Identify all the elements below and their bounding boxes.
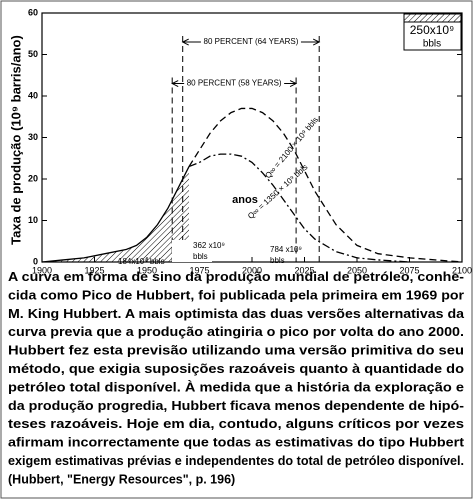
y-tick-label: 60: [28, 7, 38, 17]
caption-line: M. King Hubbert. A mais optimista das du…: [8, 307, 465, 321]
y-tick-label: 10: [28, 215, 38, 225]
caption-line: exigem estimativas prévias e independent…: [8, 454, 464, 468]
x-tick-label: 1975: [189, 265, 209, 275]
x-tick-label: 2000: [242, 265, 262, 275]
caption-line: (Hubbert, "Energy Resources", p. 196): [8, 472, 235, 486]
x-axis-label: anos: [232, 194, 258, 206]
caption-line: petróleo total disponível. À medida que …: [8, 379, 464, 394]
y-axis-label: Taxa de produção (10⁹ barris/ano): [8, 35, 23, 245]
y-tick-label: 0: [33, 256, 38, 266]
span-label-bg: [200, 36, 301, 49]
series-line: [41, 166, 190, 263]
x-tick-label: 1925: [84, 265, 104, 275]
x-tick-label: 2050: [347, 265, 367, 275]
annotation: 362 x10⁹: [193, 241, 225, 250]
span-label: 80 PERCENT (64 YEARS): [204, 37, 299, 46]
caption-line: A curva em forma de sino da produção mun…: [8, 270, 464, 284]
scale-box-label: bbls: [423, 39, 441, 50]
caption-line: Hubbert fez esta previsão utilizando uma…: [8, 344, 464, 358]
annotation: 184x10⁹ bbls: [118, 257, 165, 266]
scale-box-label: 250x10⁹: [410, 23, 455, 37]
caption-line: curva previa que a produção atingiria o …: [8, 325, 464, 339]
series-line: [188, 153, 410, 263]
annotation: 784 x10⁹: [270, 245, 302, 254]
y-tick-label: 40: [28, 90, 38, 100]
x-tick-label: 1950: [137, 265, 157, 275]
annotation: bbls: [270, 256, 285, 265]
caption-line: teses razoáveis. Hoje em dia, contudo, a…: [8, 417, 464, 431]
x-tick-label: 2075: [399, 265, 419, 275]
y-tick-label: 30: [28, 132, 38, 142]
span-label-bg: [184, 77, 285, 90]
caption-line: método, que exigia suposições razoáveis …: [8, 362, 464, 376]
hatched-area: [42, 166, 189, 262]
x-tick-label: 2100: [452, 265, 472, 275]
x-tick-label: 1900: [32, 265, 52, 275]
caption-line: afirmam incorrectamente que todas as est…: [8, 436, 465, 450]
scale-box-hatch: [403, 13, 462, 23]
caption-line: cida como Pico de Hubbert, foi publicada…: [8, 288, 464, 302]
y-tick-label: 50: [28, 49, 38, 59]
span-label: 80 PERCENT (58 YEARS): [187, 79, 282, 88]
series-line: [188, 107, 463, 263]
y-tick-label: 20: [28, 173, 38, 183]
caption-line: da produção progredia, Hubbert ficava me…: [8, 399, 464, 413]
x-tick-label: 2025: [294, 265, 314, 275]
annotation: bbls: [193, 252, 208, 261]
annotation-box: [172, 240, 212, 262]
